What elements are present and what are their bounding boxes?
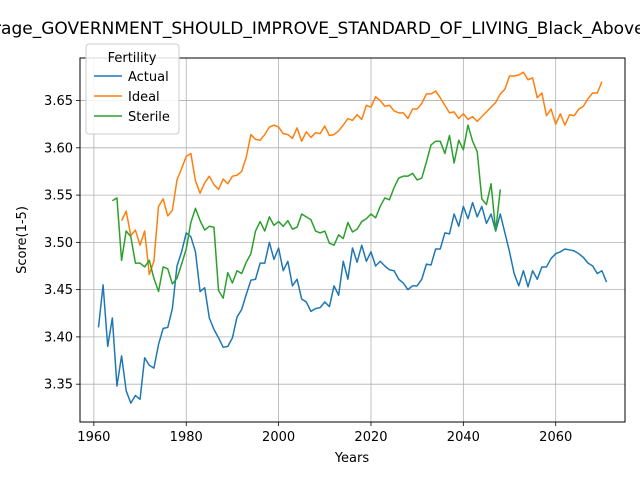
x-tick-label: 2020 bbox=[354, 430, 387, 445]
legend: Fertility Actual Ideal Sterile bbox=[85, 43, 180, 135]
y-tick-label: 3.55 bbox=[44, 189, 73, 204]
grid bbox=[80, 58, 625, 422]
x-tick-label: 2060 bbox=[539, 430, 572, 445]
series-line-ideal bbox=[120, 71, 603, 276]
y-axis-label: Score(1-5) bbox=[15, 206, 30, 274]
series-line-sterile bbox=[111, 124, 502, 299]
x-tick-label: 1980 bbox=[170, 430, 203, 445]
y-tick-label: 3.65 bbox=[44, 94, 73, 109]
legend-title: Fertility bbox=[108, 51, 157, 66]
y-tick-label: 3.45 bbox=[44, 283, 73, 298]
y-tick-label: 3.40 bbox=[44, 330, 73, 345]
x-tick-label: 2000 bbox=[262, 430, 295, 445]
series-line-actual bbox=[97, 201, 608, 404]
legend-label-ideal: Ideal bbox=[128, 90, 160, 105]
legend-label-actual: Actual bbox=[128, 70, 169, 85]
y-tick-label: 3.50 bbox=[44, 236, 73, 251]
x-tick-label: 2040 bbox=[447, 430, 480, 445]
series-layer bbox=[97, 71, 608, 404]
x-tick-label: 1960 bbox=[77, 430, 110, 445]
axis-ticks: 1960 1980 2000 2020 2040 2060 3.35 3.40 3.45 3.50… bbox=[44, 94, 572, 445]
y-tick-label: 3.35 bbox=[44, 378, 73, 393]
legend-label-sterile: Sterile bbox=[128, 110, 170, 125]
chart-title: Average_GOVERNMENT_SHOULD_IMPROVE_STANDA… bbox=[0, 19, 640, 39]
y-tick-label: 3.60 bbox=[44, 141, 73, 156]
x-axis-label: Years bbox=[334, 451, 370, 466]
plot-frame bbox=[79, 57, 626, 423]
legend-box bbox=[85, 43, 180, 135]
